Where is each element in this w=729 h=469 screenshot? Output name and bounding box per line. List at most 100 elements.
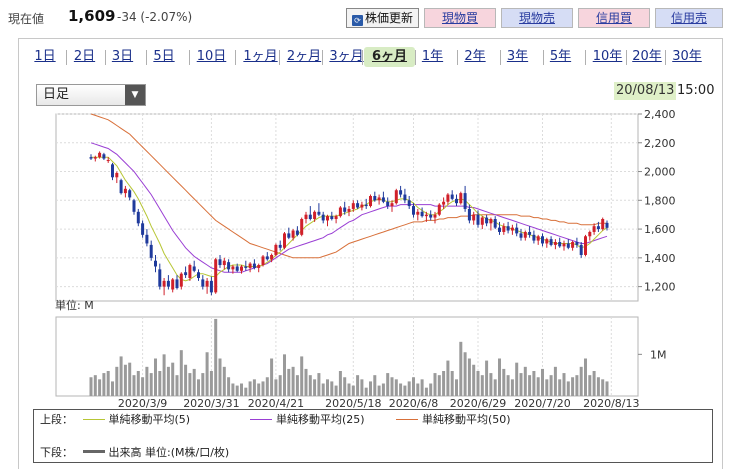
candle-body — [536, 236, 540, 241]
volume-bar — [300, 356, 304, 396]
candle — [171, 277, 175, 293]
candle-body — [450, 194, 454, 199]
cash-sell-button[interactable]: 現物売 — [501, 8, 573, 28]
candle-body — [394, 190, 398, 204]
volume-bar — [553, 366, 557, 396]
candle — [274, 243, 278, 257]
period-separator — [665, 50, 666, 65]
volume-bar — [459, 341, 463, 396]
candle-body — [416, 211, 420, 215]
period-separator — [585, 50, 586, 65]
period-tab-0[interactable]: 1日 — [34, 49, 56, 64]
update-price-label: 株価更新 — [364, 11, 413, 25]
candle-type-select[interactable]: 日足 ▼ — [36, 84, 146, 106]
candle-body — [364, 204, 368, 207]
candle — [562, 240, 566, 251]
candle-body — [93, 157, 97, 159]
volume-plot-area — [55, 316, 639, 397]
candle-body — [257, 265, 261, 268]
candle-body — [381, 197, 385, 202]
stock-chart: 2,400 2,200 2,000 1,800 1,600 1,400 1,200 2020/… — [55, 108, 676, 409]
volume-bar — [381, 383, 385, 396]
candle — [227, 259, 231, 273]
volume-bar — [283, 354, 286, 396]
period-separator — [322, 50, 323, 65]
cash-buy-button[interactable]: 現物買 — [424, 8, 496, 28]
candle-body — [437, 204, 441, 215]
period-tab-15[interactable]: 30年 — [672, 49, 702, 64]
candle-body — [455, 198, 458, 204]
period-tab-13[interactable]: 10年 — [592, 49, 623, 64]
candle-body — [119, 180, 123, 194]
volume-bar — [343, 377, 347, 396]
period-tab-3[interactable]: 5日 — [153, 49, 175, 64]
update-price-button[interactable]: ⟳ 株価更新 — [346, 8, 419, 28]
candle — [162, 277, 166, 296]
period-tab-10[interactable]: 2年 — [464, 49, 486, 64]
candle-body — [343, 207, 347, 212]
volume-bar — [510, 379, 514, 396]
candle-body — [115, 172, 119, 178]
candle — [119, 178, 123, 195]
timestamp-date: 20/08/13 — [614, 82, 677, 100]
candle — [592, 223, 596, 235]
candle — [98, 151, 102, 159]
period-tab-2[interactable]: 3日 — [111, 49, 134, 64]
candle-body — [472, 214, 476, 221]
volume-bar — [446, 360, 450, 396]
volume-bar — [317, 373, 321, 396]
volume-bar — [442, 371, 446, 396]
candle-body — [209, 280, 213, 293]
candle — [485, 214, 489, 227]
period-tab-7[interactable]: 3ヶ月 — [329, 49, 364, 64]
period-tab-14[interactable]: 20年 — [632, 49, 662, 64]
volume-bar — [179, 350, 183, 396]
period-separator — [66, 50, 67, 65]
period-tab-11[interactable]: 3年 — [506, 49, 529, 64]
period-tab-1[interactable]: 2日 — [73, 49, 96, 64]
candle — [93, 155, 97, 162]
period-tab-12[interactable]: 5年 — [549, 49, 572, 64]
candle — [536, 234, 540, 245]
candle — [558, 237, 562, 248]
candle-body — [261, 256, 265, 266]
candle-body — [334, 216, 338, 220]
margin-buy-button[interactable]: 信用買 — [578, 8, 650, 28]
candle-body — [515, 227, 519, 234]
volume-bar — [338, 371, 342, 396]
candle-body — [506, 226, 510, 231]
volume-bar — [287, 368, 291, 396]
candle — [197, 269, 200, 281]
volume-bar — [265, 377, 269, 396]
candle-body — [111, 164, 114, 178]
candle-body — [601, 219, 605, 230]
candle-body — [519, 233, 523, 238]
candle-body — [575, 242, 579, 245]
candle — [519, 229, 523, 241]
period-tab-8[interactable]: 6ヶ月 — [364, 47, 415, 67]
candle-body — [369, 195, 372, 207]
candle — [295, 226, 299, 237]
candle-body — [291, 230, 295, 238]
candle — [132, 198, 136, 215]
legend-upper: 上段： 単純移動平均(5) — [40, 413, 190, 427]
candle — [506, 221, 510, 234]
candle-body — [214, 259, 218, 293]
legend-lower: 下段： 出来高 単位:(M株/口/枚) — [40, 446, 229, 460]
period-tab-6[interactable]: 2ヶ月 — [286, 49, 322, 64]
volume-bar — [136, 371, 140, 396]
price-header: 現在値 1,609 -34 (-2.07%) ⟳ 株価更新 現物買 現物売 信用買… — [0, 0, 729, 34]
legend-ma5: 単純移動平均(5) — [108, 413, 191, 426]
candle-body — [158, 269, 162, 287]
candle — [123, 185, 127, 198]
candle — [373, 191, 377, 202]
candle-body — [227, 262, 231, 270]
candle-body — [252, 263, 256, 268]
volume-swatch — [82, 450, 105, 453]
period-tab-4[interactable]: 10日 — [196, 49, 227, 64]
period-tab-9[interactable]: 1年 — [421, 49, 444, 64]
margin-sell-button[interactable]: 信用売 — [655, 8, 723, 28]
period-tab-5[interactable]: 1ヶ月 — [243, 49, 278, 64]
candle — [476, 210, 480, 228]
candle-body — [149, 244, 153, 258]
